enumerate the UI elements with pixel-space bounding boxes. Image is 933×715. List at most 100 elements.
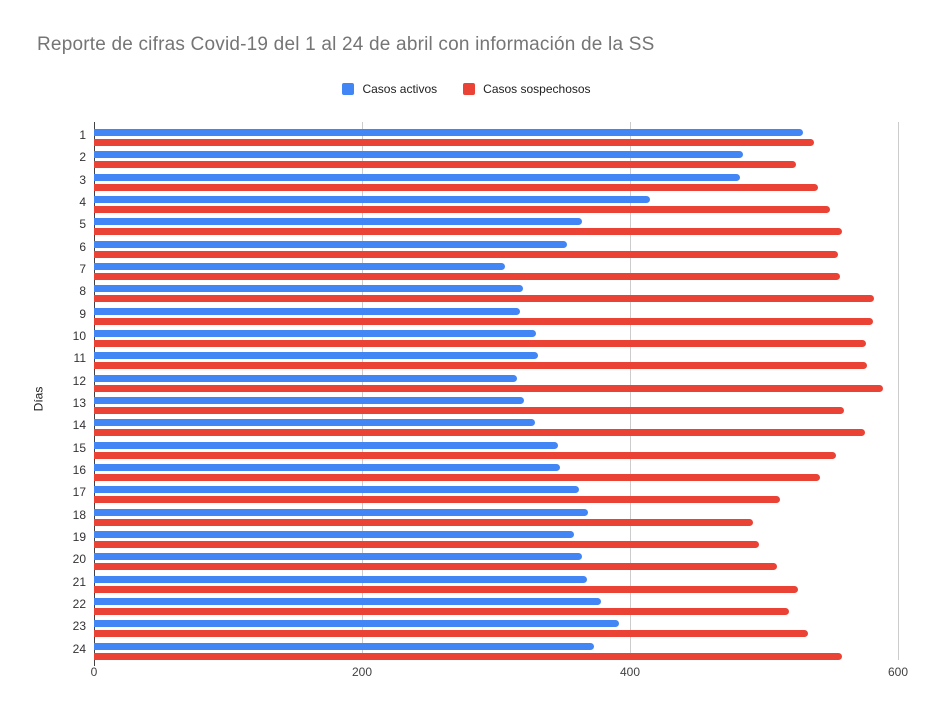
- chart-title: Reporte de cifras Covid-19 del 1 al 24 d…: [37, 34, 655, 55]
- bar-group: 7: [79, 258, 898, 280]
- y-tick-label: 17: [72, 485, 86, 500]
- legend-swatch-red-icon: [463, 83, 476, 95]
- bar-group: 10: [73, 325, 898, 347]
- y-tick-label: 3: [79, 172, 86, 187]
- y-tick-label: 20: [72, 552, 86, 567]
- bar-casos-sospechosos: [94, 429, 865, 437]
- bar-casos-activos: [94, 151, 743, 159]
- bar-group: 8: [79, 280, 898, 303]
- y-tick-label: 24: [72, 641, 86, 656]
- bar-group: 4: [79, 191, 898, 213]
- bar-casos-sospechosos: [94, 139, 814, 146]
- bar-group: 6: [79, 236, 898, 258]
- bar-group: 17: [73, 481, 898, 504]
- bar-casos-sospechosos: [94, 652, 842, 660]
- legend-swatch-blue-icon: [342, 83, 355, 95]
- bar-casos-sospechosos: [94, 205, 830, 213]
- bar-casos-sospechosos: [94, 362, 868, 370]
- y-tick-label: 6: [79, 239, 86, 254]
- y-tick-label: 18: [72, 507, 86, 522]
- bar-casos-sospechosos: [94, 339, 866, 347]
- bar-casos-activos: [94, 441, 558, 449]
- bar-group: 24: [73, 638, 898, 660]
- legend-label-casos-activos: Casos activos: [362, 82, 438, 96]
- bar-group: 22: [73, 593, 898, 615]
- bar-casos-activos: [94, 486, 580, 494]
- y-axis-line: [94, 122, 95, 666]
- bar-group: 1: [79, 124, 898, 146]
- bar-casos-sospechosos: [94, 317, 873, 325]
- bar-group: 3: [79, 169, 898, 191]
- bar-casos-activos: [94, 463, 561, 471]
- bar-casos-sospechosos: [94, 250, 838, 258]
- bar-casos-sospechosos: [94, 518, 754, 526]
- bar-casos-sospechosos: [94, 563, 778, 571]
- bar-casos-sospechosos: [94, 540, 759, 548]
- bar-casos-sospechosos: [94, 272, 841, 280]
- bar-casos-sospechosos: [94, 295, 874, 303]
- y-tick-label: 16: [72, 462, 86, 477]
- bar-casos-activos: [94, 419, 535, 427]
- bar-casos-activos: [94, 575, 588, 583]
- bar-casos-activos: [94, 218, 582, 226]
- legend: Casos activos Casos sospechosos: [0, 82, 933, 96]
- plot-area: 1 2 3 4 5 6 7 8 9: [73, 122, 899, 666]
- bar-group: 23: [73, 615, 898, 638]
- bar-group: 5: [79, 213, 898, 236]
- y-tick-label: 14: [72, 418, 86, 433]
- bar-group: 15: [73, 437, 898, 459]
- bar-casos-activos: [94, 508, 589, 516]
- bar-casos-activos: [94, 620, 620, 628]
- bar-casos-activos: [94, 285, 523, 293]
- x-tick-label-600: 600: [887, 665, 909, 679]
- bar-casos-sospechosos: [94, 384, 884, 392]
- x-tick-label-0: 0: [90, 665, 98, 679]
- bar-casos-sospechosos: [94, 607, 790, 615]
- bar-casos-activos: [94, 307, 521, 315]
- y-tick-label: 10: [72, 328, 86, 343]
- bar-casos-activos: [94, 374, 518, 382]
- bar-casos-activos: [94, 173, 740, 181]
- bar-casos-sospechosos: [94, 585, 798, 593]
- y-tick-label: 8: [79, 284, 86, 299]
- bar-casos-activos: [94, 240, 568, 248]
- bar-casos-activos: [94, 597, 601, 605]
- y-tick-label: 2: [79, 150, 86, 165]
- y-tick-label: 7: [79, 261, 86, 276]
- bar-casos-sospechosos: [94, 183, 818, 191]
- bar-casos-sospechosos: [94, 161, 797, 169]
- bar-group: 9: [79, 303, 898, 325]
- bar-rows: 1 2 3 4 5 6 7 8 9: [73, 124, 898, 660]
- bar-casos-sospechosos: [94, 406, 845, 414]
- bar-casos-sospechosos: [94, 228, 842, 236]
- x-axis-tick-labels: 0 200 400 600: [90, 664, 908, 680]
- y-tick-label: 5: [79, 217, 86, 232]
- bar-group: 21: [73, 571, 898, 593]
- y-tick-label: 15: [72, 440, 86, 455]
- y-tick-label: 13: [72, 395, 86, 410]
- bar-casos-activos: [94, 553, 582, 561]
- bar-group: 16: [73, 459, 898, 481]
- legend-item-casos-sospechosos: Casos sospechosos: [463, 82, 591, 96]
- bar-group: 20: [73, 548, 898, 571]
- y-tick-label: 9: [79, 306, 86, 321]
- y-tick-label: 22: [72, 596, 86, 611]
- bar-casos-activos: [94, 329, 537, 337]
- bar-casos-activos: [94, 530, 574, 538]
- bar-group: 2: [79, 146, 898, 169]
- bar-group: 12: [73, 370, 898, 392]
- bar-casos-sospechosos: [94, 630, 809, 638]
- y-tick-label: 4: [79, 194, 86, 209]
- x-tick-label-400: 400: [619, 665, 640, 679]
- bar-casos-activos: [94, 642, 594, 650]
- bar-group: 18: [73, 504, 898, 526]
- x-tick-label-200: 200: [351, 665, 372, 679]
- bar-group: 11: [74, 347, 898, 370]
- bar-group: 14: [73, 414, 898, 437]
- y-tick-label: 21: [72, 574, 86, 589]
- bar-casos-activos: [94, 396, 525, 404]
- bar-casos-sospechosos: [94, 451, 837, 459]
- gridline-600: [898, 122, 899, 660]
- bar-group: 13: [73, 392, 898, 414]
- y-tick-label: 12: [72, 373, 86, 388]
